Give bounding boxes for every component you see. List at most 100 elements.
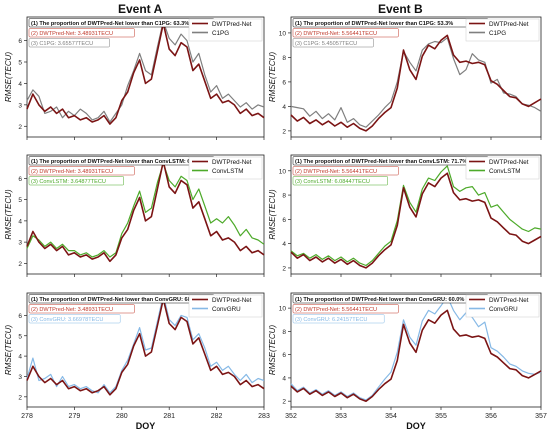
annotation-box: [28, 304, 135, 314]
annotation-box: [28, 314, 121, 324]
chart-panel-4: 2 4 6 8 10 RMSE(TECU) (1) The proportion of DW…: [268, 154, 542, 277]
annotation-text: (2) DWTPred-Net: 3.48931TECU: [31, 307, 113, 313]
series-line-dwtpred-net: [290, 34, 542, 132]
chart-panel-6: 2 4 6 8 10 352 353 354 355 356 357 RMSE(TECU) DOY (1)…: [268, 292, 547, 430]
legend-label: DWTPred-Net: [212, 297, 252, 304]
y-axis-label: RMSE(TECU): [268, 52, 277, 103]
y-tick-label: 2: [282, 128, 286, 135]
y-tick-label: 2: [282, 265, 286, 272]
legend-box: [465, 294, 540, 318]
legend-label: ConvLSTM: [212, 168, 244, 175]
legend-box: [188, 156, 263, 180]
y-tick-label: 10: [279, 30, 287, 37]
series-line-dwtpred-net: [26, 298, 265, 396]
legend-label: ConvGRU: [212, 306, 241, 313]
annotation-box: [28, 166, 135, 176]
y-tick-label: 2: [18, 394, 22, 401]
series-line-convlstm: [26, 162, 265, 258]
event-a-header: Event A: [118, 2, 163, 16]
x-tick-label: 279: [69, 413, 81, 420]
annotation-text: (2) DWTPred-Net: 5.56441TECU: [295, 31, 377, 37]
legend-box: [188, 18, 263, 42]
y-tick-label: 4: [18, 354, 22, 361]
series-line-convgru: [26, 294, 265, 394]
series-line-convgru: [290, 295, 542, 401]
annotation-box: [292, 38, 374, 48]
y-tick-label: 6: [18, 313, 22, 320]
y-tick-label: 3: [18, 102, 22, 109]
y-tick-label: 6: [18, 176, 22, 183]
annotation-text: (3) C1PG: 3.65577TECU: [31, 41, 93, 47]
y-tick-label: 4: [282, 104, 286, 111]
y-tick-label: 2: [18, 261, 22, 268]
x-tick-label: 353: [335, 413, 347, 420]
y-tick-label: 8: [282, 329, 286, 336]
annotation-text: (2) DWTPred-Net: 5.56441TECU: [295, 307, 377, 313]
y-axis-label: RMSE(TECU): [4, 52, 13, 103]
annotation-text: (3) ConvGRU: 3.66978TECU: [31, 317, 103, 323]
series-line-c1pg: [26, 20, 265, 123]
x-tick-label: 352: [285, 413, 297, 420]
annotation-text: (3) ConvGRU: 6.24157TECU: [295, 317, 367, 323]
x-tick-label: 283: [258, 413, 270, 420]
legend-label: C1PG: [489, 30, 506, 37]
plot-frame: [290, 292, 542, 408]
legend-label: DWTPred-Net: [489, 159, 529, 166]
annotation-box: [292, 166, 399, 176]
series-line-dwtpred-net: [26, 160, 265, 263]
y-tick-label: 4: [18, 218, 22, 225]
legend-label: DWTPred-Net: [212, 21, 252, 28]
plot-frame: [290, 154, 542, 275]
annotation-box: [28, 176, 124, 186]
y-tick-label: 6: [282, 217, 286, 224]
annotation-text: (2) DWTPred-Net: 3.48931TECU: [31, 31, 113, 37]
chart-panel-1: 2 3 4 5 6 RMSE(TECU) (1) The proportion of DWT…: [4, 16, 265, 140]
annotation-text: (3) ConvLSTM: 6.08447TECU: [295, 179, 370, 185]
legend-box: [465, 156, 540, 180]
annotation-text: (3) ConvLSTM: 3.64877TECU: [31, 179, 106, 185]
annotation-text: (3) C1PG: 5.45057TECU: [295, 41, 357, 47]
annotation-box: [292, 314, 385, 324]
series-line-c1pg: [290, 37, 542, 128]
legend-label: C1PG: [212, 30, 229, 37]
x-tick-label: 282: [211, 413, 223, 420]
x-tick-label: 280: [116, 413, 128, 420]
annotation-text: (1) The proportion of DWTPred-Net lower …: [295, 159, 467, 165]
legend-label: DWTPred-Net: [212, 159, 252, 166]
annotation-box: [28, 38, 110, 48]
annotation-text: (2) DWTPred-Net: 5.56441TECU: [295, 169, 377, 175]
legend-label: ConvGRU: [489, 306, 518, 313]
legend-label: ConvLSTM: [489, 168, 521, 175]
chart-panel-5: 2 3 4 5 6 278 279 280 281 282 283 RMSE(TECU) DOY (1) …: [4, 292, 270, 430]
x-axis-label: DOY: [406, 421, 426, 430]
y-tick-label: 8: [282, 193, 286, 200]
annotation-text: (1) The proportion of DWTPred-Net lower …: [31, 159, 203, 165]
plot-frame: [26, 292, 265, 408]
chart-panel-2: 2 4 6 8 10 RMSE(TECU) (1) The proportion of DW…: [268, 16, 542, 140]
legend-label: DWTPred-Net: [489, 21, 529, 28]
x-tick-label: 354: [385, 413, 397, 420]
annotation-box: [292, 176, 388, 186]
annotation-text: (1) The proportion of DWTPred-Net lower …: [31, 297, 200, 303]
y-tick-label: 4: [282, 375, 286, 382]
series-line-dwtpred-net: [290, 309, 542, 403]
annotation-box: [28, 28, 135, 38]
x-tick-label: 278: [21, 413, 33, 420]
annotation-text: (2) DWTPred-Net: 3.48931TECU: [31, 169, 113, 175]
annotation-text: (1) The proportion of DWTPred-Net lower …: [31, 21, 189, 27]
annotation-text: (1) The proportion of DWTPred-Net lower …: [295, 21, 453, 27]
plot-frame: [26, 16, 265, 138]
event-b-header: Event B: [378, 2, 423, 16]
y-tick-label: 6: [18, 38, 22, 45]
y-tick-label: 4: [282, 241, 286, 248]
y-axis-label: RMSE(TECU): [4, 189, 13, 240]
annotation-box: [292, 304, 399, 314]
y-tick-label: 6: [282, 79, 286, 86]
x-tick-label: 357: [535, 413, 547, 420]
y-tick-label: 2: [282, 399, 286, 406]
y-tick-label: 5: [18, 60, 22, 67]
y-tick-label: 3: [18, 374, 22, 381]
x-tick-label: 281: [163, 413, 175, 420]
annotation-box: [292, 28, 399, 38]
